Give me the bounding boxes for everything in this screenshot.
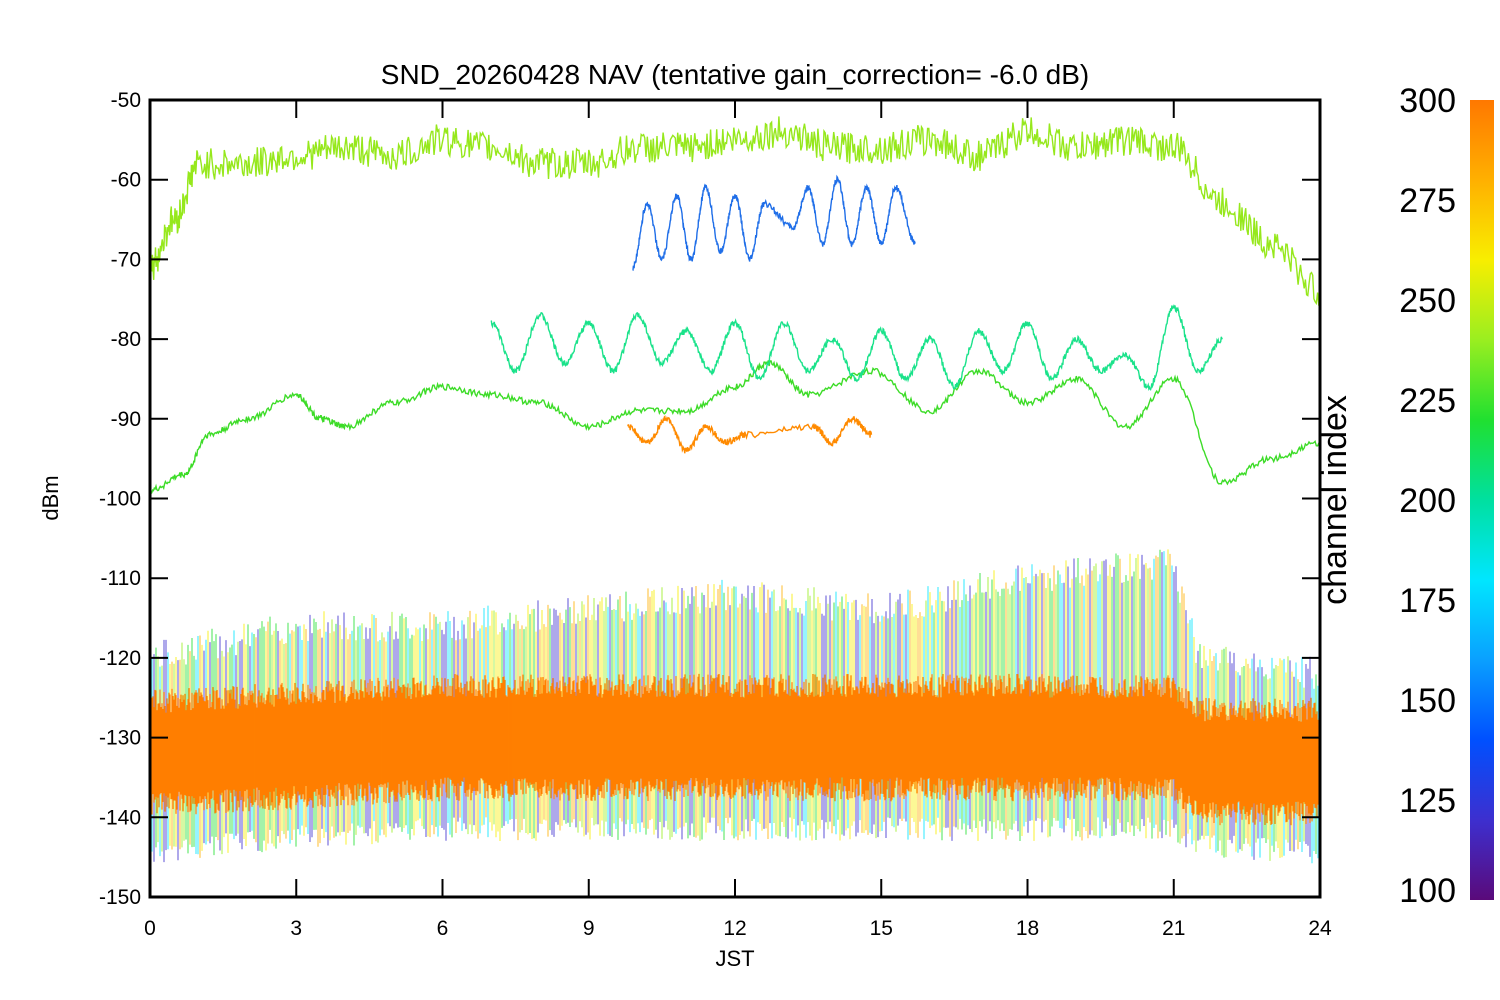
y-tick-label: -150	[99, 886, 141, 909]
y-tick-label: -110	[101, 567, 141, 590]
colorbar-tick-label: 225	[1399, 382, 1456, 420]
colorbar	[1470, 100, 1494, 900]
colorbar-tick-label: 300	[1399, 82, 1456, 120]
colorbar-tick-label: 150	[1399, 682, 1456, 720]
x-tick-label: 3	[290, 917, 302, 940]
y-axis: -50 -60 -70 -80 -90 -100 -110 -120 -130 -140 -150	[99, 89, 1320, 909]
y-axis-label: dBm	[38, 475, 63, 520]
x-axis-label: JST	[715, 946, 754, 971]
y-tick-label: -140	[99, 806, 141, 829]
y-tick-label: -130	[99, 727, 141, 750]
x-tick-label: 0	[144, 917, 156, 940]
plot-area	[150, 116, 1320, 864]
x-tick-label: 18	[1016, 917, 1039, 940]
series-line	[150, 360, 1320, 495]
x-axis: 0 3 6 9 12 15 18 21 24	[144, 100, 1332, 940]
y-tick-label: -80	[111, 328, 141, 351]
x-tick-label: 9	[583, 917, 595, 940]
colorbar-tick-label: 250	[1399, 282, 1456, 320]
colorbar-tick-label: 125	[1399, 782, 1456, 820]
colorbar-tick-label: 175	[1399, 582, 1456, 620]
y-tick-label: -70	[111, 248, 141, 271]
series-line	[632, 174, 916, 271]
series-line	[490, 303, 1223, 392]
colorbar-label: channel index	[1316, 395, 1354, 605]
y-tick-label: -120	[99, 647, 141, 670]
y-tick-label: -60	[111, 169, 141, 192]
chart-title: SND_20260428 NAV (tentative gain_correct…	[381, 59, 1089, 90]
x-tick-label: 12	[723, 917, 746, 940]
colorbar-tick-label: 200	[1399, 482, 1456, 520]
colorbar-tick-label: 100	[1399, 872, 1456, 910]
x-tick-label: 6	[437, 917, 449, 940]
series-line	[150, 116, 1320, 306]
y-tick-label: -100	[99, 488, 141, 511]
colorbar-tick-label: 275	[1399, 182, 1456, 220]
x-tick-label: 24	[1308, 917, 1332, 940]
colorbar-ticks: 100 125 150 175 200 225 250 275 300	[1399, 82, 1456, 910]
y-tick-label: -90	[111, 408, 141, 431]
y-tick-label: -50	[111, 89, 141, 112]
x-tick-label: 21	[1162, 917, 1185, 940]
series-line	[627, 415, 873, 454]
x-tick-label: 15	[870, 917, 893, 940]
